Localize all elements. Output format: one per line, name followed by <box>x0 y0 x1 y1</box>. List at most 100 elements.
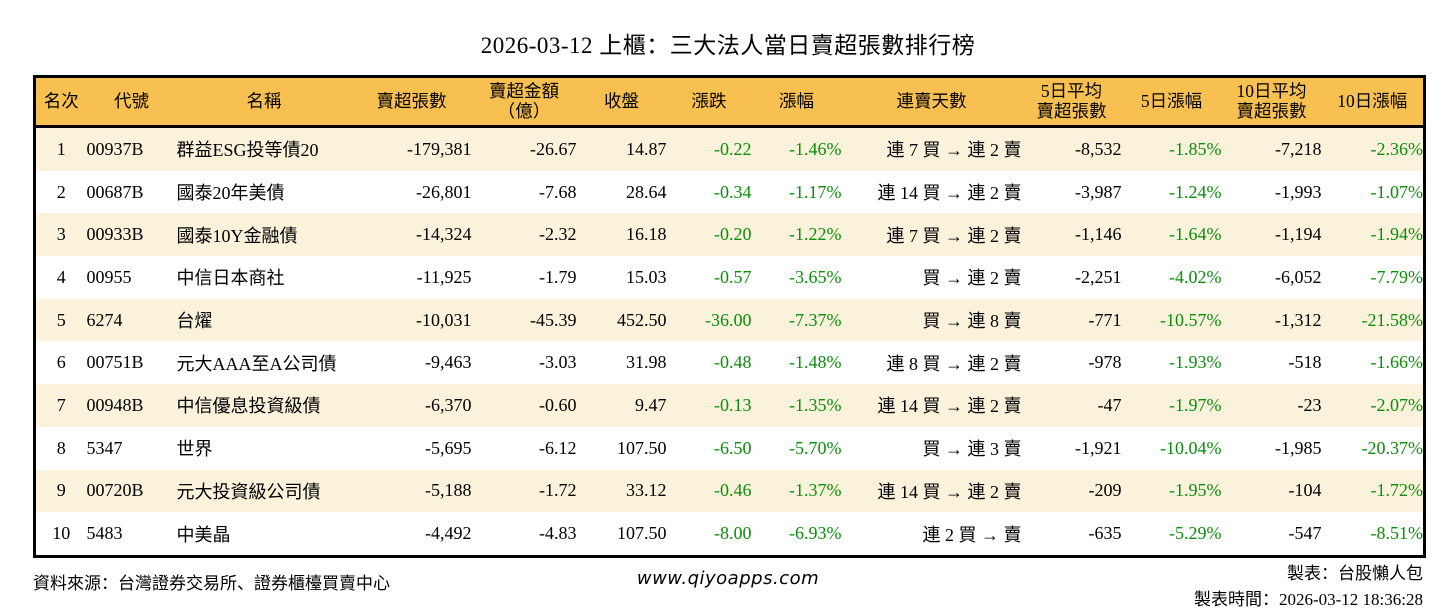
cell-sell-volume: -14,324 <box>416 224 472 245</box>
cell-rank: 1 <box>56 138 66 159</box>
cell-rank: 4 <box>56 266 66 287</box>
cell-avg5-volume: -47 <box>1097 394 1122 415</box>
cell-avg10-volume: -104 <box>1288 480 1322 501</box>
cell-change: -0.57 <box>714 266 752 287</box>
table-row: 5 6274 台燿 -10,031 -45.39 452.50 -36.00 -7.37% 買 … <box>34 298 1425 342</box>
cell-code: 00955 <box>86 266 132 287</box>
cell-pct5: -1.93% <box>1169 352 1222 373</box>
cell-sell-amount: -3.03 <box>539 352 577 373</box>
cell-pct5: -1.64% <box>1169 224 1222 245</box>
cell-name: 元大投資級公司債 <box>176 481 321 502</box>
ranking-table: 名次 代號 名稱 賣超張數 賣超金額 （億） 收盤 漲跌 漲幅 連賣天數 5日平均 賣超張數 5日漲… <box>33 75 1426 558</box>
cell-pct10: -1.07% <box>1370 181 1424 202</box>
attribution-block: 製表：台股懶人包 製表時間：2026-03-12 18:36:28 <box>1194 561 1423 612</box>
header-close: 收盤 <box>576 76 667 128</box>
cell-close: 15.03 <box>626 266 667 287</box>
cell-streak: 連 7 買 → 連 2 賣 <box>886 225 1022 246</box>
cell-sell-volume: -6,370 <box>425 394 472 415</box>
cell-pct5: -10.57% <box>1160 309 1222 330</box>
cell-change-pct: -7.37% <box>789 309 842 330</box>
cell-close: 14.87 <box>626 138 667 159</box>
cell-change: -0.46 <box>714 480 752 501</box>
cell-pct10: -7.79% <box>1370 266 1424 287</box>
cell-name: 群益ESG投等債20 <box>176 140 319 161</box>
cell-code: 00948B <box>86 394 144 415</box>
cell-pct5: -5.29% <box>1169 523 1222 544</box>
cell-change-pct: -6.93% <box>789 523 842 544</box>
cell-pct10: -1.94% <box>1370 224 1424 245</box>
table-row: 3 00933B 國泰10Y金融債 -14,324 -2.32 16.18 -0.20 -1.… <box>34 213 1425 257</box>
cell-sell-amount: -1.79 <box>539 266 577 287</box>
cell-streak: 買 → 連 3 賣 <box>922 439 1022 460</box>
cell-streak: 連 2 買 → 賣 <box>922 524 1022 545</box>
cell-avg10-volume: -1,194 <box>1275 224 1322 245</box>
cell-avg10-volume: -1,993 <box>1275 181 1322 202</box>
cell-name: 國泰20年美債 <box>176 183 285 204</box>
cell-change-pct: -1.22% <box>789 224 842 245</box>
cell-name: 中信優息投資級債 <box>176 396 321 417</box>
cell-avg5-volume: -978 <box>1088 352 1122 373</box>
website-url: www.qiyoapps.com <box>636 568 820 589</box>
table-row: 8 5347 世界 -5,695 -6.12 107.50 -6.50 -5.70% 買 → 連… <box>34 426 1425 470</box>
cell-sell-amount: -1.72 <box>539 480 577 501</box>
table-row: 6 00751B 元大AAA至A公司債 -9,463 -3.03 31.98 -0.48 -1… <box>34 341 1425 385</box>
cell-change-pct: -3.65% <box>789 266 842 287</box>
cell-sell-volume: -179,381 <box>407 138 472 159</box>
cell-pct10: -1.66% <box>1370 352 1424 373</box>
cell-close: 452.50 <box>617 309 667 330</box>
cell-close: 33.12 <box>626 480 667 501</box>
cell-avg5-volume: -1,921 <box>1075 437 1122 458</box>
cell-streak: 買 → 連 8 賣 <box>922 311 1022 332</box>
cell-sell-amount: -4.83 <box>539 523 577 544</box>
cell-code: 00933B <box>86 224 144 245</box>
cell-sell-volume: -5,695 <box>425 437 472 458</box>
header-code: 代號 <box>86 76 177 128</box>
cell-close: 9.47 <box>635 394 667 415</box>
cell-change: -8.00 <box>714 523 752 544</box>
cell-change: -0.20 <box>714 224 752 245</box>
cell-code: 00720B <box>86 480 144 501</box>
cell-avg5-volume: -209 <box>1088 480 1122 501</box>
cell-name: 世界 <box>176 439 213 460</box>
cell-pct10: -8.51% <box>1370 523 1424 544</box>
cell-sell-amount: -2.32 <box>539 224 577 245</box>
cell-code: 00687B <box>86 181 144 202</box>
cell-avg5-volume: -771 <box>1088 309 1122 330</box>
cell-change: -0.34 <box>714 181 752 202</box>
cell-pct10: -21.58% <box>1361 309 1424 330</box>
cell-rank: 3 <box>56 224 66 245</box>
cell-change-pct: -1.17% <box>789 181 842 202</box>
cell-sell-volume: -10,031 <box>416 309 472 330</box>
cell-streak: 連 14 買 → 連 2 賣 <box>877 396 1022 417</box>
cell-code: 5347 <box>86 437 123 458</box>
cell-avg10-volume: -6,052 <box>1275 266 1322 287</box>
cell-avg10-volume: -23 <box>1297 394 1322 415</box>
cell-sell-amount: -7.68 <box>539 181 577 202</box>
cell-change-pct: -1.35% <box>789 394 842 415</box>
cell-change: -0.22 <box>714 138 752 159</box>
cell-avg5-volume: -2,251 <box>1075 266 1122 287</box>
cell-avg5-volume: -3,987 <box>1075 181 1122 202</box>
cell-avg10-volume: -1,985 <box>1275 437 1322 458</box>
cell-sell-volume: -26,801 <box>416 181 472 202</box>
table-row: 1 00937B 群益ESG投等債20 -179,381 -26.67 14.87 -0.2… <box>34 126 1425 171</box>
cell-pct5: -1.97% <box>1169 394 1222 415</box>
header-avg5-volume: 5日平均 賣超張數 <box>1021 76 1122 128</box>
header-streak: 連賣天數 <box>841 76 1022 128</box>
cell-pct5: -1.85% <box>1169 138 1222 159</box>
cell-sell-volume: -11,925 <box>416 266 472 287</box>
cell-rank: 6 <box>56 352 66 373</box>
header-sell-volume: 賣超張數 <box>351 76 472 128</box>
cell-sell-amount: -45.39 <box>530 309 577 330</box>
cell-streak: 連 14 買 → 連 2 賣 <box>877 481 1022 502</box>
cell-streak: 連 8 買 → 連 2 賣 <box>886 353 1022 374</box>
cell-change: -6.50 <box>714 437 752 458</box>
cell-avg10-volume: -518 <box>1288 352 1322 373</box>
cell-name: 元大AAA至A公司債 <box>176 353 337 374</box>
table-body: 1 00937B 群益ESG投等債20 -179,381 -26.67 14.87 -0.2… <box>34 126 1425 557</box>
cell-change: -36.00 <box>705 309 752 330</box>
cell-sell-volume: -5,188 <box>425 480 472 501</box>
cell-name: 國泰10Y金融債 <box>176 225 298 246</box>
cell-pct5: -10.04% <box>1160 437 1222 458</box>
cell-close: 107.50 <box>617 437 667 458</box>
